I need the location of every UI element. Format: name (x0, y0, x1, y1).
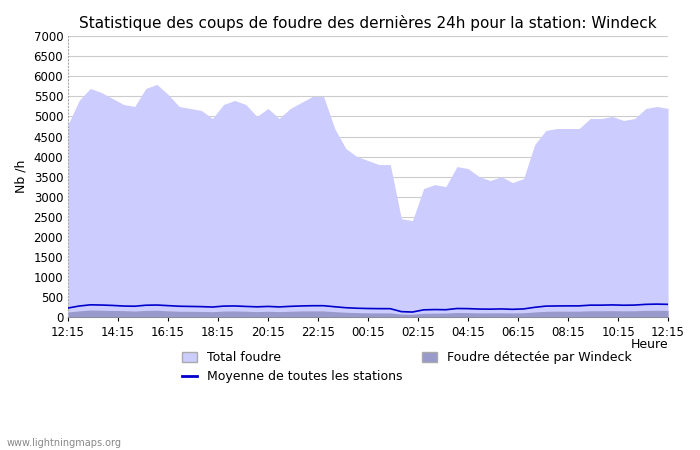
Title: Statistique des coups de foudre des dernières 24h pour la station: Windeck: Statistique des coups de foudre des dern… (79, 15, 657, 31)
Text: Heure: Heure (631, 338, 668, 351)
Text: www.lightningmaps.org: www.lightningmaps.org (7, 438, 122, 448)
Y-axis label: Nb /h: Nb /h (15, 160, 28, 194)
Legend: Total foudre, Moyenne de toutes les stations, Foudre détectée par Windeck: Total foudre, Moyenne de toutes les stat… (182, 351, 631, 383)
